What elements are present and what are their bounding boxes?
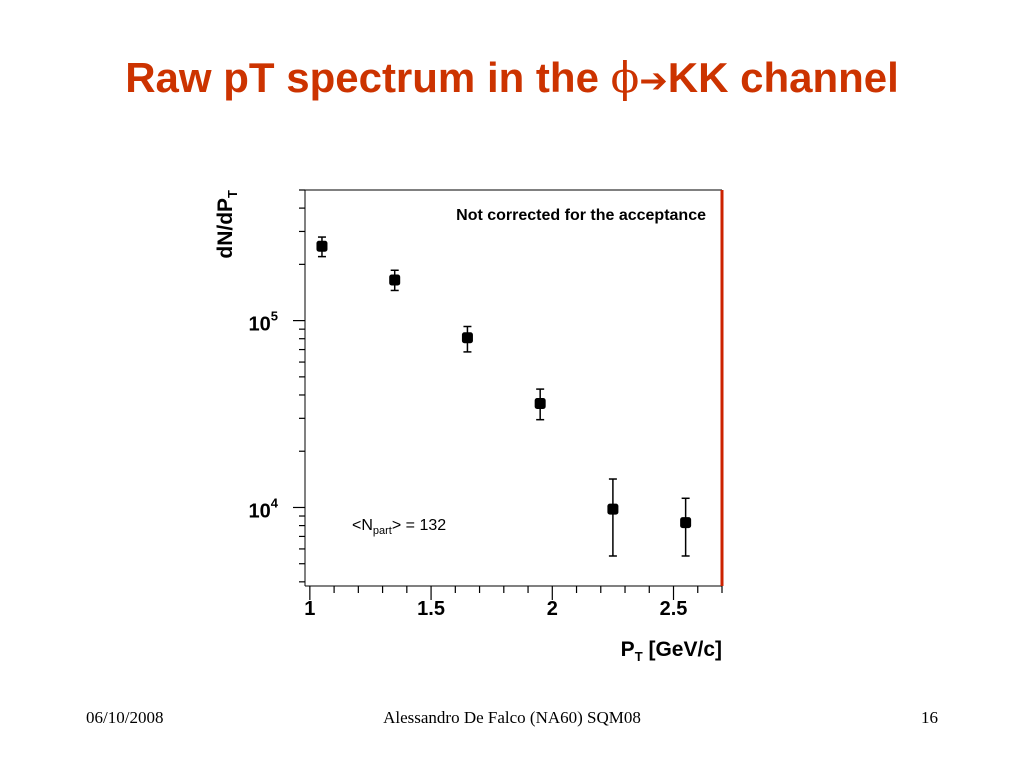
slide-title: Raw pT spectrum in the ϕ➔KK channel <box>0 52 1024 107</box>
data-point <box>680 517 692 529</box>
y-tick-label-exponent: 4 <box>271 495 279 510</box>
phi-symbol: ϕ <box>610 53 640 102</box>
title-text: Raw pT spectrum in the <box>125 54 611 101</box>
title-text-end: KK channel <box>667 54 899 101</box>
x-axis-label: PT [GeV/c] <box>621 638 722 664</box>
annotation-npart-sub: part <box>373 525 392 537</box>
x-axis-label-sub: T <box>635 649 643 664</box>
data-point <box>461 332 473 344</box>
y-tick-label-base: 10 <box>249 314 271 336</box>
annotation-npart: <Npart> = 132 <box>352 517 446 537</box>
annotation-npart-post: > = 132 <box>392 517 446 534</box>
x-tick-label: 1 <box>304 598 315 620</box>
footer-page-number: 16 <box>921 708 938 727</box>
annotation-npart-pre: <N <box>352 517 373 534</box>
x-tick-label: 1.5 <box>417 598 445 620</box>
data-point <box>534 398 546 410</box>
x-tick-label: 2 <box>547 598 558 620</box>
y-axis-label-sub: T <box>225 190 240 198</box>
annotation-acceptance: Not corrected for the acceptance <box>456 207 706 224</box>
y-tick-label: 105 <box>249 309 278 336</box>
data-point <box>389 274 401 286</box>
x-axis-label-rest: [GeV/c] <box>643 638 722 661</box>
y-tick-label-exponent: 5 <box>271 309 278 324</box>
x-axis-label-main: P <box>621 638 635 661</box>
y-axis-label-main: dN/dP <box>214 198 237 259</box>
x-tick-label: 2.5 <box>660 598 688 620</box>
footer-author: Alessandro De Falco (NA60) SQM08 <box>383 708 641 727</box>
y-tick-label-base: 10 <box>249 500 271 522</box>
arrow-icon: ➔ <box>639 61 668 101</box>
y-axis-label: dN/dPT <box>214 190 240 259</box>
data-point <box>316 240 328 252</box>
y-tick-label: 104 <box>249 495 279 522</box>
data-point <box>607 503 619 515</box>
footer-date: 06/10/2008 <box>86 708 164 727</box>
